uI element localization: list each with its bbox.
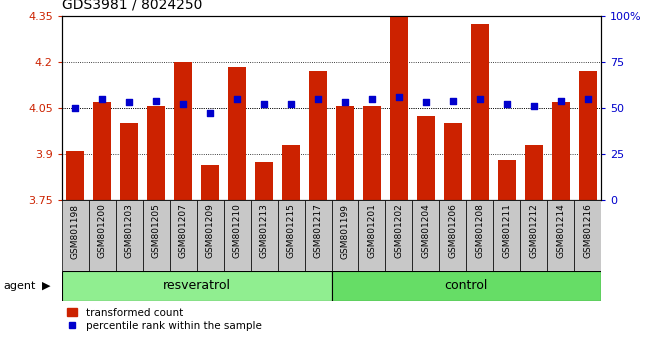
Point bbox=[286, 102, 296, 107]
Text: GSM801212: GSM801212 bbox=[529, 204, 538, 258]
Text: GSM801200: GSM801200 bbox=[98, 204, 107, 258]
Point bbox=[582, 96, 593, 102]
Bar bbox=[62, 200, 88, 271]
Bar bbox=[62, 271, 332, 301]
Point bbox=[124, 99, 135, 105]
Bar bbox=[116, 200, 143, 271]
Legend: transformed count, percentile rank within the sample: transformed count, percentile rank withi… bbox=[67, 308, 261, 331]
Point bbox=[448, 98, 458, 103]
Text: GDS3981 / 8024250: GDS3981 / 8024250 bbox=[62, 0, 202, 12]
Bar bbox=[363, 107, 381, 200]
Point bbox=[367, 96, 377, 102]
Bar bbox=[493, 200, 521, 271]
Bar bbox=[444, 123, 462, 200]
Bar bbox=[88, 200, 116, 271]
Text: GSM801202: GSM801202 bbox=[395, 204, 404, 258]
Point bbox=[178, 102, 188, 107]
Point bbox=[97, 96, 107, 102]
Point bbox=[474, 96, 485, 102]
Bar bbox=[336, 107, 354, 200]
Bar bbox=[413, 200, 439, 271]
Point bbox=[151, 98, 161, 103]
Bar bbox=[552, 102, 569, 200]
Text: GSM801201: GSM801201 bbox=[367, 204, 376, 258]
Point bbox=[502, 102, 512, 107]
Bar bbox=[332, 200, 359, 271]
Text: control: control bbox=[445, 279, 488, 292]
Bar bbox=[525, 145, 543, 200]
Bar bbox=[224, 200, 251, 271]
Text: GSM801203: GSM801203 bbox=[125, 204, 134, 258]
Text: ▶: ▶ bbox=[42, 281, 51, 291]
Text: GSM801215: GSM801215 bbox=[287, 204, 296, 258]
Bar bbox=[66, 151, 84, 200]
Point bbox=[70, 105, 81, 111]
Point bbox=[340, 99, 350, 105]
Text: GSM801213: GSM801213 bbox=[259, 204, 268, 258]
Bar bbox=[575, 200, 601, 271]
Text: GSM801216: GSM801216 bbox=[583, 204, 592, 258]
Point bbox=[205, 111, 215, 116]
Bar bbox=[170, 200, 196, 271]
Text: GSM801210: GSM801210 bbox=[233, 204, 242, 258]
Bar bbox=[120, 123, 138, 200]
Bar bbox=[521, 200, 547, 271]
Text: GSM801206: GSM801206 bbox=[448, 204, 458, 258]
Text: GSM801205: GSM801205 bbox=[151, 204, 161, 258]
Point bbox=[232, 96, 242, 102]
Text: GSM801208: GSM801208 bbox=[475, 204, 484, 258]
Bar bbox=[417, 116, 435, 200]
Bar bbox=[202, 165, 219, 200]
Bar bbox=[579, 71, 597, 200]
Bar bbox=[282, 145, 300, 200]
Text: GSM801211: GSM801211 bbox=[502, 204, 512, 258]
Text: GSM801204: GSM801204 bbox=[421, 204, 430, 258]
Text: GSM801214: GSM801214 bbox=[556, 204, 566, 258]
Bar bbox=[304, 200, 332, 271]
Bar bbox=[547, 200, 575, 271]
Bar bbox=[359, 200, 385, 271]
Bar bbox=[471, 24, 489, 200]
Point bbox=[259, 102, 269, 107]
Bar bbox=[385, 200, 413, 271]
Point bbox=[421, 99, 431, 105]
Text: GSM801199: GSM801199 bbox=[341, 204, 350, 258]
Point bbox=[313, 96, 323, 102]
Bar bbox=[143, 200, 170, 271]
Bar bbox=[309, 71, 327, 200]
Bar bbox=[390, 16, 408, 200]
Point bbox=[556, 98, 566, 103]
Text: GSM801207: GSM801207 bbox=[179, 204, 188, 258]
Text: GSM801198: GSM801198 bbox=[71, 204, 80, 258]
Bar bbox=[94, 102, 111, 200]
Bar bbox=[439, 200, 467, 271]
Bar bbox=[196, 200, 224, 271]
Bar bbox=[498, 160, 515, 200]
Bar bbox=[251, 200, 278, 271]
Bar bbox=[174, 62, 192, 200]
Bar bbox=[332, 271, 601, 301]
Bar bbox=[255, 162, 273, 200]
Bar bbox=[278, 200, 304, 271]
Bar bbox=[228, 67, 246, 200]
Text: agent: agent bbox=[3, 281, 36, 291]
Point bbox=[394, 94, 404, 100]
Point bbox=[528, 103, 539, 109]
Text: resveratrol: resveratrol bbox=[162, 279, 231, 292]
Text: GSM801209: GSM801209 bbox=[205, 204, 214, 258]
Bar bbox=[467, 200, 493, 271]
Text: GSM801217: GSM801217 bbox=[313, 204, 322, 258]
Bar bbox=[148, 107, 165, 200]
